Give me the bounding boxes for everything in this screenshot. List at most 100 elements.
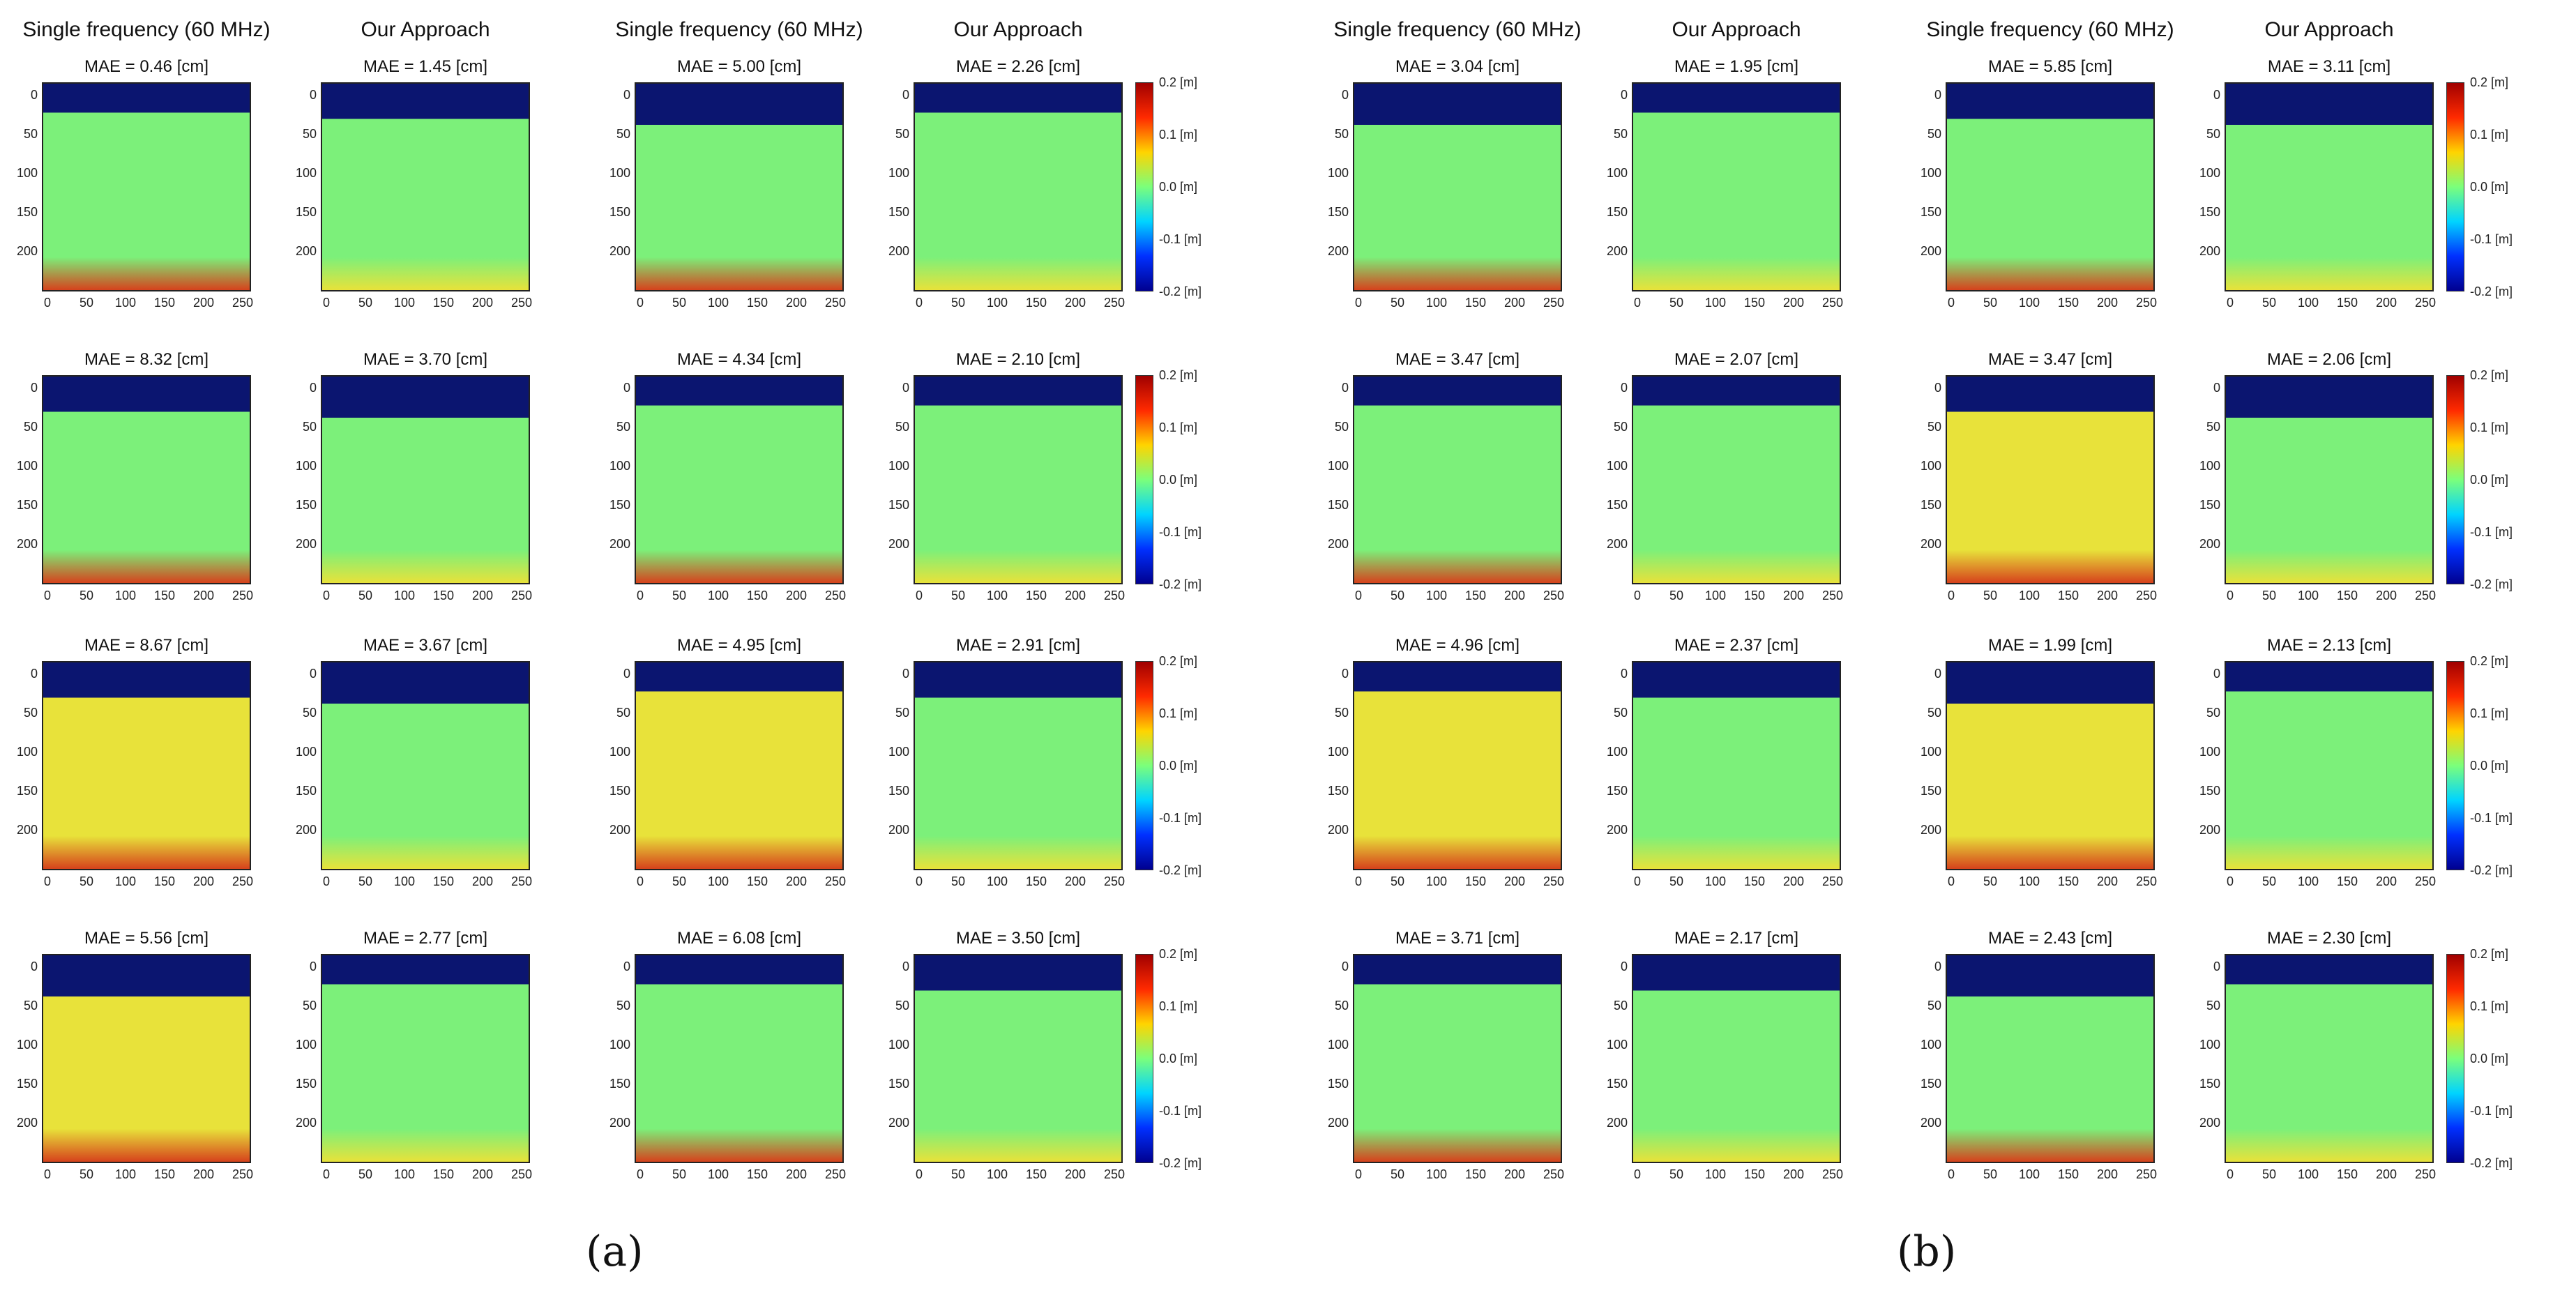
x-tick-label: 200 (1782, 296, 1805, 310)
x-tick-label: 50 (1390, 874, 1405, 888)
column-header: Our Approach (953, 18, 1083, 41)
mae-label: MAE = 3.50 [cm] (955, 929, 1081, 948)
depth-error-map (321, 661, 530, 870)
y-tick-label: 200 (1920, 1116, 1941, 1130)
x-tick-label: 0 (43, 874, 51, 888)
y-tick-label: 0 (1341, 667, 1349, 681)
x-tick-label: 50 (1390, 1167, 1405, 1181)
x-tick-label: 150 (1743, 1167, 1766, 1181)
y-tick-label: 200 (1327, 537, 1349, 551)
y-tick-label: 200 (888, 823, 909, 837)
depth-error-map (914, 954, 1123, 1163)
x-tick-label: 250 (1543, 1167, 1565, 1181)
subfigure-label: (b) (1897, 1227, 1957, 1276)
y-tick-label: 50 (1613, 127, 1628, 141)
x-tick-label: 0 (915, 589, 923, 602)
y-tick-label: 50 (1334, 706, 1349, 720)
x-tick-label: 250 (1103, 874, 1126, 888)
x-tick-label: 50 (1983, 1167, 1998, 1181)
x-tick-label: 0 (1947, 589, 1955, 602)
x-tick-label: 100 (986, 296, 1008, 310)
y-tick-label: 0 (1341, 381, 1349, 395)
x-tick-label: 100 (986, 874, 1008, 888)
x-tick-label: 0 (636, 296, 644, 310)
x-tick-label: 150 (153, 296, 176, 310)
x-tick-label: 200 (471, 1167, 494, 1181)
x-tick-label: 200 (785, 589, 808, 602)
depth-error-map (1632, 375, 1841, 584)
x-tick-label: 50 (950, 296, 966, 310)
x-tick-label: 50 (1669, 874, 1684, 888)
x-tick-label: 250 (824, 874, 847, 888)
x-tick-label: 50 (358, 874, 373, 888)
y-tick-label: 0 (309, 88, 317, 102)
colorbar-tick-label: 0.1 [m] (2470, 128, 2509, 142)
x-tick-label: 0 (2226, 589, 2234, 602)
x-tick-label: 50 (2261, 874, 2277, 888)
y-tick-label: 0 (1620, 960, 1628, 973)
colorbar-tick-label: 0.2 [m] (2470, 654, 2509, 668)
y-tick-label: 200 (609, 537, 630, 551)
y-tick-label: 50 (1613, 999, 1628, 1013)
y-tick-label: 200 (16, 823, 38, 837)
x-tick-label: 150 (153, 1167, 176, 1181)
x-tick-label: 150 (1025, 1167, 1047, 1181)
x-tick-label: 250 (1103, 589, 1126, 602)
y-tick-label: 0 (902, 667, 909, 681)
colorbar-tick-label: -0.2 [m] (2470, 577, 2513, 591)
y-tick-label: 150 (2199, 205, 2220, 219)
x-tick-label: 50 (1669, 589, 1684, 602)
x-tick-label: 250 (232, 874, 254, 888)
x-tick-label: 250 (510, 874, 533, 888)
mae-label: MAE = 2.10 [cm] (955, 350, 1081, 369)
x-tick-label: 200 (1782, 1167, 1805, 1181)
colorbar-tick-label: 0.0 [m] (1159, 759, 1198, 773)
x-tick-label: 0 (43, 1167, 51, 1181)
y-tick-label: 0 (30, 88, 38, 102)
x-tick-label: 100 (1704, 589, 1727, 602)
colorbar-tick-label: 0.1 [m] (2470, 420, 2509, 434)
y-tick-label: 0 (2213, 667, 2220, 681)
colorbar-tick-label: 0.0 [m] (2470, 180, 2509, 194)
colorbar (2446, 375, 2464, 584)
x-tick-label: 150 (432, 874, 455, 888)
colorbar-tick-label: 0.0 [m] (2470, 473, 2509, 487)
mae-label: MAE = 3.71 [cm] (1395, 929, 1520, 948)
y-tick-label: 50 (302, 127, 317, 141)
y-tick-label: 50 (1334, 127, 1349, 141)
y-tick-label: 150 (1327, 498, 1349, 512)
y-tick-label: 100 (1920, 1038, 1941, 1052)
x-tick-label: 100 (986, 1167, 1008, 1181)
y-tick-label: 200 (295, 244, 317, 258)
y-tick-label: 200 (1920, 244, 1941, 258)
x-tick-label: 200 (1782, 874, 1805, 888)
y-tick-label: 150 (2199, 784, 2220, 798)
y-tick-label: 200 (609, 1116, 630, 1130)
depth-error-map (1946, 661, 2155, 870)
y-tick-label: 50 (895, 706, 909, 720)
x-tick-label: 100 (2297, 296, 2319, 310)
depth-error-map (2225, 954, 2434, 1163)
y-tick-label: 200 (1606, 1116, 1628, 1130)
mae-label: MAE = 8.32 [cm] (84, 350, 209, 369)
y-tick-label: 50 (895, 420, 909, 434)
y-tick-label: 100 (16, 745, 38, 759)
y-tick-label: 50 (1927, 999, 1941, 1013)
colorbar-tick-label: 0.2 [m] (2470, 75, 2509, 89)
x-tick-label: 0 (1947, 296, 1955, 310)
x-tick-label: 100 (2018, 874, 2040, 888)
x-tick-label: 100 (1425, 589, 1448, 602)
x-tick-label: 0 (43, 296, 51, 310)
x-tick-label: 0 (2226, 296, 2234, 310)
y-tick-label: 150 (1606, 1077, 1628, 1091)
y-tick-label: 200 (2199, 1116, 2220, 1130)
x-tick-label: 200 (2096, 1167, 2119, 1181)
y-tick-label: 100 (2199, 1038, 2220, 1052)
depth-error-map (914, 82, 1123, 291)
y-tick-label: 150 (1920, 205, 1941, 219)
x-tick-label: 100 (114, 1167, 137, 1181)
x-tick-label: 200 (192, 874, 215, 888)
depth-error-map (914, 661, 1123, 870)
x-tick-label: 0 (1354, 589, 1362, 602)
depth-error-map (914, 375, 1123, 584)
